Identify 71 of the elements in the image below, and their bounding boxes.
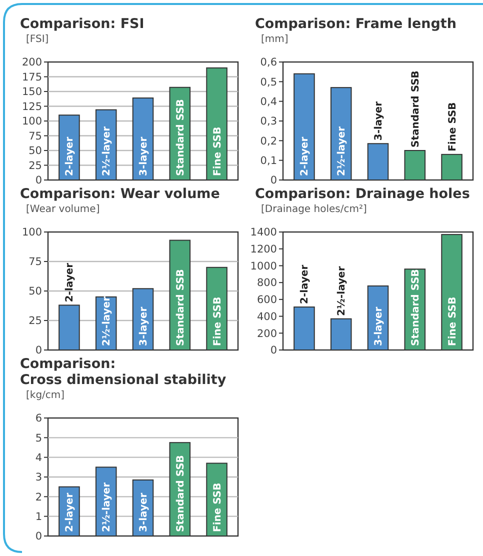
y-tick-label: 100 [22, 226, 42, 239]
y-tick-label: 25 [28, 160, 42, 172]
chart-title: Comparison: Cross dimensional stability [20, 356, 226, 388]
y-tick-label: 4 [35, 452, 42, 464]
y-tick-label: 75 [28, 130, 42, 142]
y-tick-label: 800 [256, 277, 277, 290]
chart-title: Comparison: FSI [20, 16, 144, 32]
x-tick-label: 2½-layer [336, 126, 348, 176]
y-axis-title: [Drainage holes/cm²] [261, 204, 367, 215]
x-tick-label: 2½-layer [102, 126, 113, 176]
x-tick-label: 3-layer [374, 101, 384, 141]
y-tick-label: 1000 [250, 260, 277, 272]
y-tick-label: 200 [22, 56, 42, 69]
x-tick-label: 3-layer [138, 492, 150, 532]
x-tick-label: Standard SSB [175, 455, 186, 532]
x-tick-label: Fine SSB [447, 296, 458, 346]
x-tick-label: 2-layer [64, 262, 76, 302]
y-tick-label: 0 [35, 344, 42, 357]
y-tick-label: 0 [35, 174, 42, 187]
y-tick-label: 125 [22, 100, 42, 113]
y-tick-label: 175 [22, 71, 42, 84]
y-tick-label: 0,2 [260, 135, 277, 148]
y-tick-label: 25 [28, 315, 42, 328]
x-tick-label: Fine SSB [212, 296, 224, 346]
x-tick-label: Standard SSB [175, 99, 186, 176]
x-tick-label: 2½-layer [102, 296, 113, 346]
x-tick-label: Fine SSB [212, 482, 224, 532]
y-tick-label: 2 [35, 491, 42, 504]
x-tick-label: Standard SSB [175, 269, 186, 346]
chart-title: Comparison: Wear volume [20, 186, 220, 202]
y-tick-label: 0 [270, 344, 277, 357]
x-tick-label: 2-layer [64, 492, 76, 532]
y-tick-label: 0,1 [260, 155, 277, 168]
y-tick-label: 0,4 [260, 96, 278, 108]
x-tick-label: 2½-layer [336, 266, 348, 316]
y-axis-title: [mm] [261, 34, 288, 45]
x-tick-label: Fine SSB [447, 102, 458, 152]
x-tick-label: Fine SSB [212, 126, 224, 176]
y-tick-label: 0,5 [260, 76, 277, 88]
y-tick-label: 3 [35, 472, 42, 484]
x-tick-label: Standard SSB [410, 269, 422, 346]
x-tick-label: 2-layer [300, 264, 311, 304]
y-tick-label: 1 [35, 511, 42, 524]
y-axis-title: [Wear volume] [26, 204, 100, 215]
y-tick-label: 50 [28, 145, 42, 158]
y-tick-label: 6 [35, 412, 42, 425]
y-tick-label: 0,6 [260, 56, 278, 69]
y-tick-label: 75 [28, 256, 42, 268]
chart-title: Comparison: Frame length [255, 16, 456, 32]
y-tick-label: 200 [256, 328, 277, 340]
x-tick-label: 2-layer [300, 136, 311, 176]
y-axis-title: [kg/cm] [26, 390, 65, 401]
y-tick-label: 150 [22, 86, 42, 98]
y-tick-label: 0 [270, 174, 277, 187]
x-tick-label: Standard SSB [410, 70, 422, 148]
y-tick-label: 5 [35, 432, 42, 444]
x-tick-label: 2-layer [64, 136, 76, 176]
x-tick-label: 3-layer [138, 306, 150, 346]
y-tick-label: 400 [256, 310, 277, 323]
chart-title: Comparison: Drainage holes [255, 186, 470, 202]
y-axis-title: [FSI] [26, 34, 49, 45]
y-tick-label: 1400 [250, 226, 277, 239]
y-tick-label: 1200 [250, 244, 277, 256]
y-tick-label: 100 [22, 116, 42, 128]
x-tick-label: 3-layer [138, 136, 150, 176]
y-tick-label: 0 [35, 530, 42, 543]
y-tick-label: 0,3 [260, 116, 277, 128]
y-tick-label: 600 [256, 294, 277, 306]
x-tick-label: 3-layer [374, 306, 384, 346]
x-tick-label: 2½-layer [102, 482, 113, 532]
y-tick-label: 50 [28, 286, 42, 298]
